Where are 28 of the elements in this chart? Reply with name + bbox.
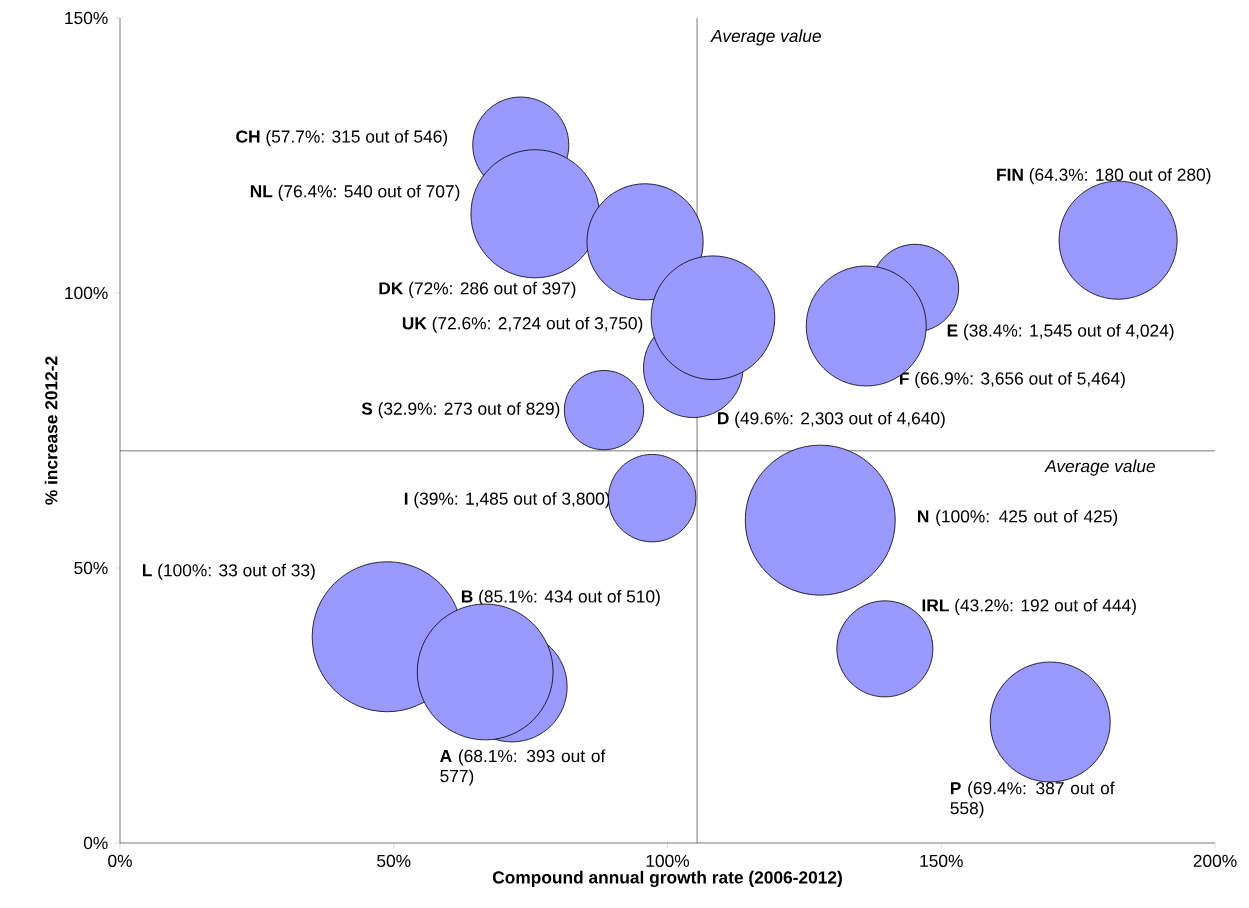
y-tick-label: 150%	[65, 11, 108, 25]
data-label: E (38.4%: 1,545 out of 4,024)	[947, 323, 1174, 341]
data-label: IRL (43.2%: 192 out of 444)	[922, 598, 1136, 615]
ref-line-label: Average value	[710, 29, 821, 46]
data-label: I (39%: 1,485 out of 3,800)	[404, 492, 610, 509]
data-label: B (85.1%: 434 out of 510)	[461, 589, 660, 607]
ref-line-label: Average value	[1044, 459, 1155, 476]
data-label: P (69.4%: 387 out of 558)	[950, 781, 1115, 818]
data-label: CH (57.7%: 315 out of 546)	[236, 129, 448, 147]
data-label: UK (72.6%: 2,724 out of 3,750)	[402, 316, 643, 333]
x-tick-label: 150%	[920, 854, 963, 867]
data-label: L (100%: 33 out of 33)	[142, 563, 315, 580]
x-tick-label: 200%	[1193, 854, 1237, 867]
x-tick-label: 100%	[646, 854, 690, 867]
y-tick-label: 0%	[83, 836, 108, 850]
x-axis-title: Compound annual growth rate (2006-2012)	[492, 870, 842, 888]
data-label: D (49.6%: 2,303 out of 4,640)	[717, 411, 945, 428]
y-axis-title: % increase 2012-2	[44, 356, 58, 505]
x-tick-label: 0%	[108, 854, 132, 867]
data-label: S (32.9%: 273 out of 829)	[361, 402, 560, 419]
data-label: FIN (64.3%: 180 out of 280)	[997, 168, 1211, 185]
data-label: DK (72%: 286 out of 397)	[379, 281, 576, 298]
data-label: A (68.1%: 393 out of 577)	[440, 749, 606, 786]
y-tick-label: 100%	[65, 286, 108, 300]
data-label: NL (76.4%: 540 out of 707)	[250, 184, 460, 201]
y-tick-label: 50%	[74, 561, 108, 575]
data-label: N (100%: 425 out of 425)	[918, 509, 1118, 526]
x-tick-label: 50%	[377, 854, 411, 867]
